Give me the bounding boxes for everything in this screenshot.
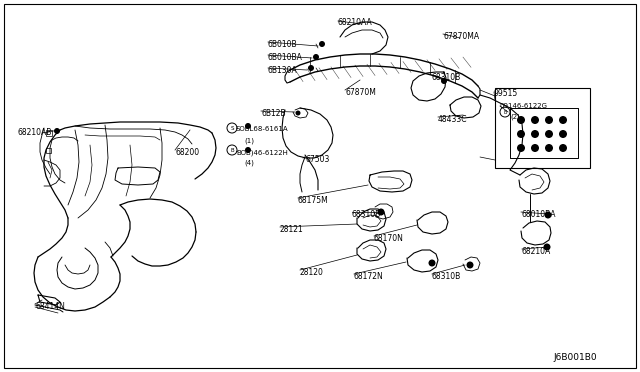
Circle shape [378, 208, 385, 215]
Circle shape [313, 54, 319, 60]
Text: (1): (1) [244, 137, 254, 144]
Text: 68200: 68200 [175, 148, 199, 157]
Circle shape [531, 130, 539, 138]
Text: 09146-6122G: 09146-6122G [500, 103, 548, 109]
Bar [46, 130, 52, 136]
Text: 67870M: 67870M [345, 88, 376, 97]
Text: BOB)46-6122H: BOB)46-6122H [236, 149, 288, 155]
Circle shape [559, 144, 567, 152]
Circle shape [467, 262, 474, 269]
Circle shape [429, 260, 435, 266]
Circle shape [545, 144, 553, 152]
Circle shape [531, 116, 539, 124]
Circle shape [543, 244, 550, 250]
Circle shape [559, 116, 567, 124]
Text: 68170N: 68170N [374, 234, 404, 243]
Text: 68210A: 68210A [522, 247, 551, 256]
Text: 67870MA: 67870MA [443, 32, 479, 41]
Circle shape [296, 110, 301, 115]
Text: 68414N: 68414N [35, 302, 65, 311]
Text: 68175M: 68175M [298, 196, 329, 205]
Text: 68210AA: 68210AA [338, 18, 372, 27]
Circle shape [545, 116, 553, 124]
Text: 28120: 28120 [300, 268, 324, 277]
Text: 68210AB: 68210AB [18, 128, 52, 137]
Text: S: S [230, 125, 234, 131]
Circle shape [517, 116, 525, 124]
Text: SOBL68-6161A: SOBL68-6161A [236, 126, 289, 132]
Text: 68310B: 68310B [352, 210, 381, 219]
Bar [46, 148, 51, 153]
Text: 6B12B: 6B12B [261, 109, 285, 118]
Text: 68172N: 68172N [354, 272, 384, 281]
Circle shape [245, 147, 251, 153]
Bar [495, 88, 590, 168]
Circle shape [441, 78, 447, 84]
Text: B: B [503, 109, 507, 115]
Text: 67503: 67503 [305, 155, 330, 164]
Circle shape [517, 130, 525, 138]
Text: (4): (4) [244, 160, 254, 167]
Text: 28121: 28121 [280, 225, 304, 234]
Text: J6B001B0: J6B001B0 [553, 353, 596, 362]
Circle shape [245, 123, 251, 129]
Circle shape [545, 130, 553, 138]
Text: B: B [230, 148, 234, 153]
Text: 99515: 99515 [494, 89, 518, 98]
Text: 6B130A: 6B130A [268, 66, 298, 75]
Text: 68310B: 68310B [432, 73, 461, 82]
Circle shape [54, 128, 60, 134]
Text: 68310B: 68310B [432, 272, 461, 281]
Circle shape [319, 41, 325, 47]
Circle shape [545, 212, 552, 218]
Circle shape [559, 130, 567, 138]
Circle shape [308, 65, 314, 71]
Text: 68010BA: 68010BA [521, 210, 556, 219]
Text: 48433C: 48433C [438, 115, 467, 124]
Circle shape [517, 144, 525, 152]
Text: 6B010BA: 6B010BA [268, 53, 303, 62]
Text: (2): (2) [510, 114, 520, 121]
Circle shape [531, 144, 539, 152]
Text: 6B010B: 6B010B [268, 40, 298, 49]
